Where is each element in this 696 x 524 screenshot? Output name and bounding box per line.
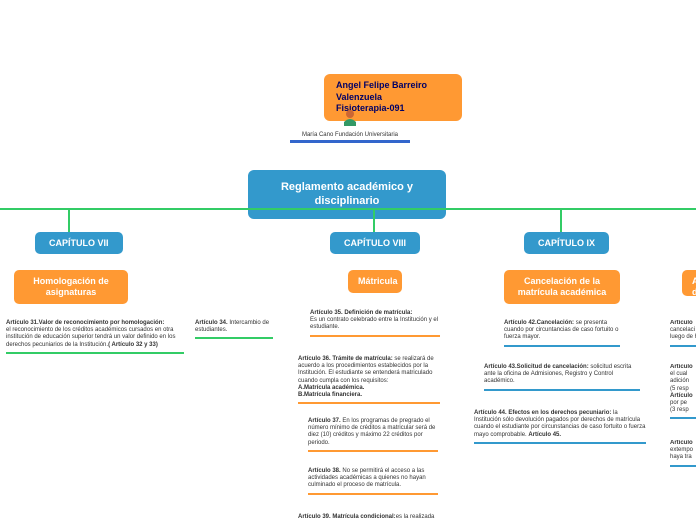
article-35: Artículo 35. Definición de matrícula: Es… <box>310 310 440 337</box>
article-43: Artículo 43.Solicitud de cancelación: so… <box>484 364 640 391</box>
article-31: Artículo 31.Valor de reconocimiento por … <box>6 320 184 354</box>
article-34: Artículo 34. Intercambio de estudiantes. <box>195 320 273 339</box>
chapter-8-box: CAPÍTULO VIII <box>330 232 420 254</box>
article-38: Artículo 38. No se permitirá el acceso a… <box>308 468 438 495</box>
institution-logo-area: María Cano Fundación Universitaria <box>290 108 410 143</box>
institution-logo-icon <box>340 108 360 128</box>
article-36: Artículo 36. Trámite de matrícula: se re… <box>298 356 440 404</box>
chapter-7-box: CAPÍTULO VII <box>35 232 123 254</box>
logo-underline <box>290 140 410 143</box>
article-39: Artículo 39. Matrícula condicional:es la… <box>298 514 448 524</box>
chapter-8-subtitle: Mátricula <box>348 270 402 293</box>
article-42: Artículo 42.Cancelación: se presenta cua… <box>504 320 620 347</box>
institution-name: María Cano Fundación Universitaria <box>290 132 410 138</box>
chapter-9-subtitle: Cancelación de la matrícula académica <box>504 270 620 304</box>
article-44: Artículo 44. Efectos en los derechos pec… <box>474 410 646 444</box>
divider-line <box>0 208 696 210</box>
article-37: Artículo 37. En los programas de pregrad… <box>308 418 438 452</box>
connector <box>373 208 375 232</box>
chapter-9-box: CAPÍTULO IX <box>524 232 609 254</box>
article-right-2: Artículo el cual adición (5 resp Artícul… <box>670 364 696 419</box>
main-title: Reglamento académico y disciplinario <box>248 170 446 219</box>
article-right-3: Artículo extempo haya tra <box>670 440 696 467</box>
connector <box>68 208 70 232</box>
chapter-right-subtitle: Ad <box>682 270 696 296</box>
article-right-1: Artículo cancelaci luego de h <box>670 320 696 347</box>
author-name: Angel Felipe Barreiro Valenzuela <box>336 80 427 102</box>
chapter-7-subtitle: Homologación de asignaturas <box>14 270 128 304</box>
connector <box>560 208 562 232</box>
